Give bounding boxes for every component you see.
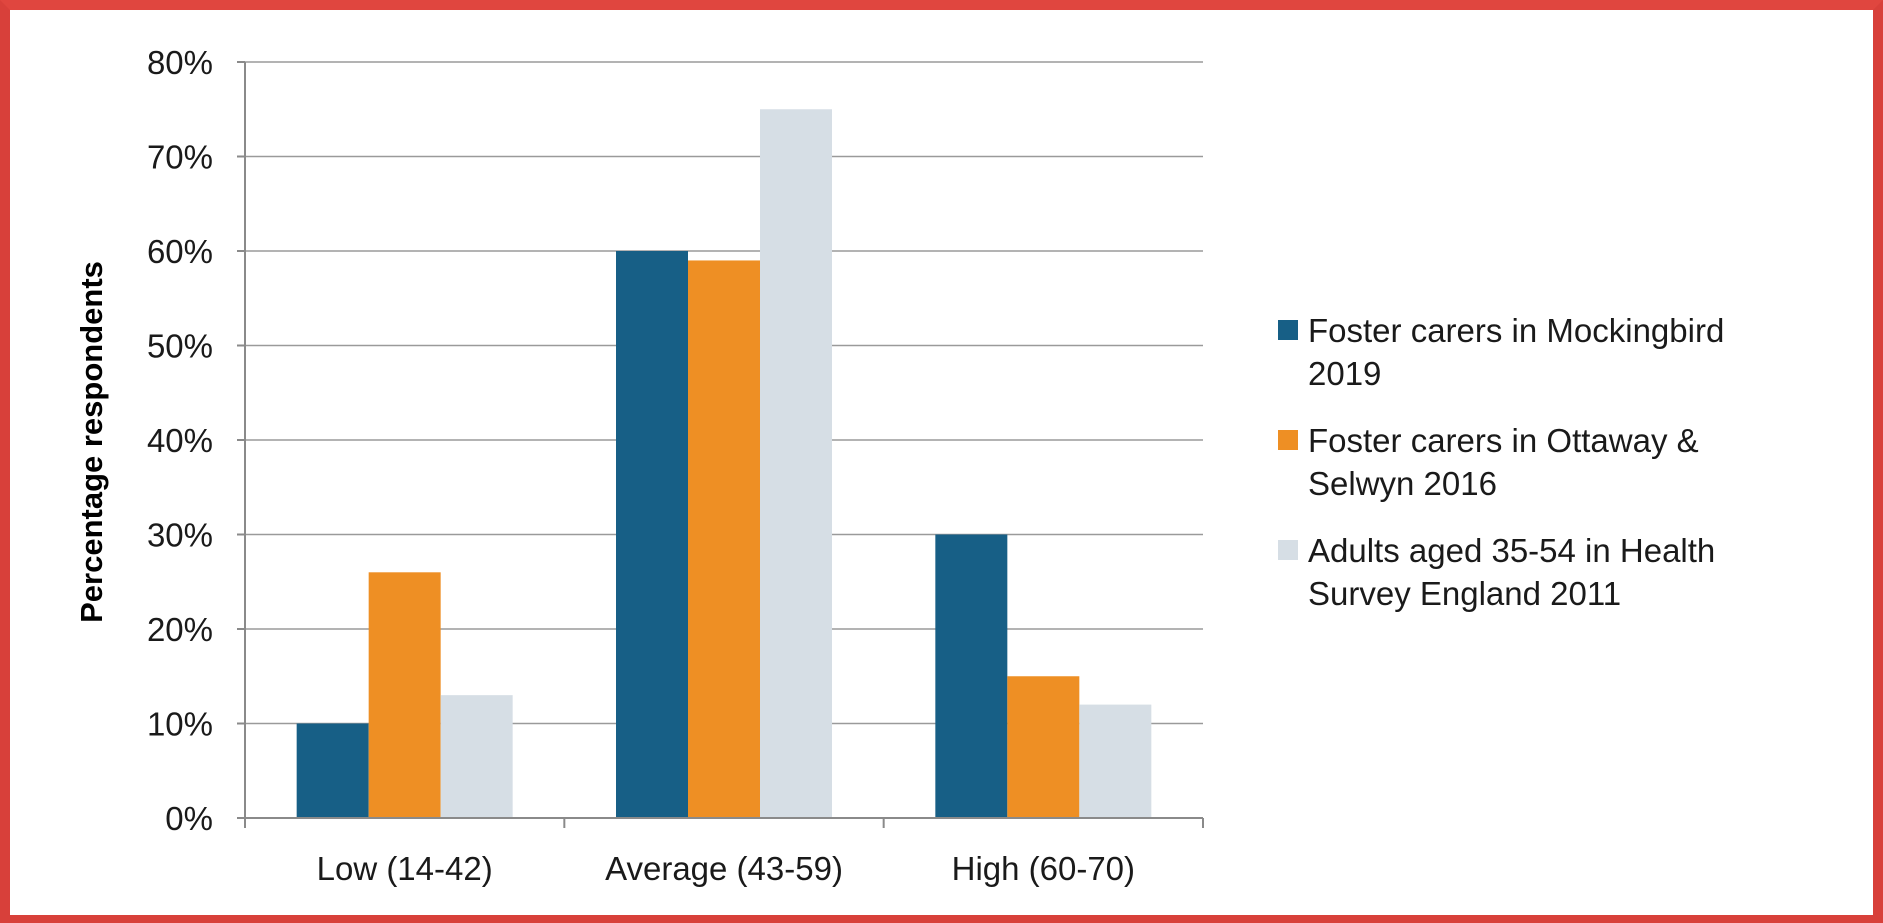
y-tick-label: 0% — [165, 800, 213, 837]
x-tick-labels: Low (14-42) Average (43-59) High (60-70) — [317, 850, 1135, 887]
y-tick-labels: 0% 10% 20% 30% 40% 50% 60% 70% 80% — [147, 44, 213, 837]
y-tick-label: 40% — [147, 422, 213, 459]
legend-swatch — [1278, 320, 1298, 340]
bar — [688, 260, 760, 818]
y-axis-label: Percentage respondents — [74, 261, 109, 623]
y-tick-label: 60% — [147, 233, 213, 270]
y-tick-label: 10% — [147, 706, 213, 743]
bar — [935, 534, 1008, 818]
legend-label: Survey England 2011 — [1308, 575, 1621, 612]
bar — [616, 251, 688, 818]
bar — [1007, 676, 1080, 818]
x-tick-label: High (60-70) — [952, 850, 1135, 887]
x-tick-label: Average (43-59) — [605, 850, 843, 887]
y-tick-label: 70% — [147, 139, 213, 176]
y-tick-label: 80% — [147, 44, 213, 81]
legend-label: Foster carers in Ottaway & — [1308, 422, 1699, 459]
legend: Foster carers in Mockingbird 2019 Foster c… — [1278, 312, 1724, 612]
y-tick-label: 30% — [147, 517, 213, 554]
legend-swatch — [1278, 540, 1298, 560]
legend-label: Foster carers in Mockingbird — [1308, 312, 1724, 349]
y-tick-label: 50% — [147, 328, 213, 365]
legend-label: Selwyn 2016 — [1308, 465, 1497, 502]
bars — [296, 109, 1152, 818]
legend-label: Adults aged 35-54 in Health — [1308, 532, 1715, 569]
bar — [1079, 704, 1152, 818]
axes — [237, 61, 1204, 828]
bar — [760, 109, 832, 818]
y-tick-label: 20% — [147, 611, 213, 648]
bar — [368, 572, 441, 818]
bar — [440, 695, 513, 818]
legend-label: 2019 — [1308, 355, 1381, 392]
bar — [296, 723, 369, 818]
legend-swatch — [1278, 430, 1298, 450]
x-tick-label: Low (14-42) — [317, 850, 493, 887]
